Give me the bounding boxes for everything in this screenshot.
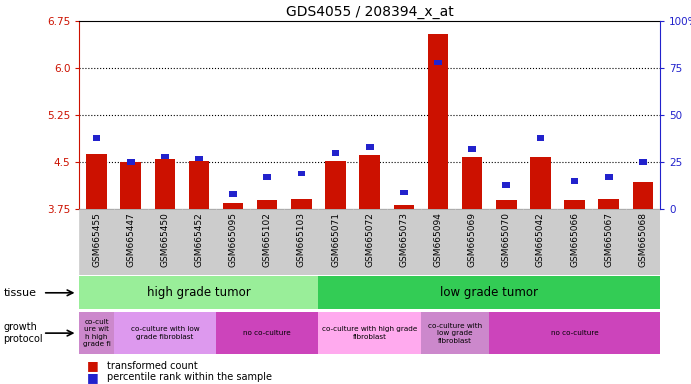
Bar [359, 155, 380, 209]
Bar [571, 178, 578, 184]
Bar [632, 182, 653, 209]
Bar [79, 312, 113, 354]
Bar [530, 157, 551, 209]
Text: growth
protocol: growth protocol [3, 322, 43, 344]
Text: GSM665070: GSM665070 [502, 212, 511, 267]
Text: ■: ■ [86, 359, 98, 372]
Text: percentile rank within the sample: percentile rank within the sample [107, 372, 272, 382]
Bar [605, 174, 613, 180]
Text: GSM665072: GSM665072 [365, 212, 375, 267]
Bar [462, 157, 482, 209]
Bar [366, 144, 374, 150]
Bar [79, 276, 319, 309]
Bar [626, 209, 660, 275]
Text: co-culture with high grade
fibroblast: co-culture with high grade fibroblast [322, 326, 417, 340]
Title: GDS4055 / 208394_x_at: GDS4055 / 208394_x_at [286, 5, 453, 19]
Bar [434, 60, 442, 65]
Text: GSM665066: GSM665066 [570, 212, 579, 267]
Bar [148, 209, 182, 275]
Bar [120, 162, 141, 209]
Bar [284, 209, 319, 275]
Bar [79, 209, 113, 275]
Text: GSM665073: GSM665073 [399, 212, 408, 267]
Bar [195, 156, 203, 161]
Bar [113, 312, 216, 354]
Bar [565, 200, 585, 209]
Bar [352, 209, 387, 275]
Text: GSM665455: GSM665455 [92, 212, 101, 267]
Bar [298, 171, 305, 176]
Text: co-culture with low
grade fibroblast: co-culture with low grade fibroblast [131, 326, 199, 340]
Bar [489, 312, 660, 354]
Bar [421, 209, 455, 275]
Bar [216, 209, 250, 275]
Bar [229, 191, 237, 197]
Bar [598, 199, 619, 209]
Bar [468, 146, 476, 152]
Text: GSM665067: GSM665067 [604, 212, 613, 267]
Bar [455, 209, 489, 275]
Bar [421, 312, 489, 354]
Bar [558, 209, 591, 275]
Bar [332, 150, 339, 156]
Text: GSM665103: GSM665103 [297, 212, 306, 267]
Text: co-cult
ure wit
h high
grade fi: co-cult ure wit h high grade fi [83, 319, 111, 348]
Text: tissue: tissue [3, 288, 37, 298]
Text: no co-culture: no co-culture [551, 330, 598, 336]
Bar [319, 276, 660, 309]
Bar [223, 203, 243, 209]
Bar [523, 209, 558, 275]
Bar [216, 312, 319, 354]
Bar [496, 200, 516, 209]
Text: GSM665452: GSM665452 [194, 212, 203, 266]
Text: high grade tumor: high grade tumor [147, 286, 251, 299]
Text: GSM665095: GSM665095 [229, 212, 238, 267]
Bar [257, 200, 278, 209]
Bar [86, 154, 107, 209]
Text: GSM665450: GSM665450 [160, 212, 169, 267]
Bar [155, 159, 175, 209]
Text: transformed count: transformed count [107, 361, 198, 371]
Bar [189, 161, 209, 209]
Text: GSM665102: GSM665102 [263, 212, 272, 267]
Bar [93, 135, 100, 141]
Bar [291, 199, 312, 209]
Bar [536, 135, 545, 141]
Bar [113, 209, 148, 275]
Bar [394, 205, 414, 209]
Text: GSM665042: GSM665042 [536, 212, 545, 266]
Bar [263, 174, 271, 180]
Bar [502, 182, 510, 188]
Text: GSM665094: GSM665094 [433, 212, 442, 267]
Text: GSM665068: GSM665068 [638, 212, 647, 267]
Bar [182, 209, 216, 275]
Bar [325, 161, 346, 209]
Bar [319, 209, 352, 275]
Text: GSM665071: GSM665071 [331, 212, 340, 267]
Bar [489, 209, 523, 275]
Text: GSM665447: GSM665447 [126, 212, 135, 266]
Bar [400, 190, 408, 195]
Text: no co-culture: no co-culture [243, 330, 291, 336]
Text: co-culture with
low grade
fibroblast: co-culture with low grade fibroblast [428, 323, 482, 344]
Bar [161, 154, 169, 159]
Bar [591, 209, 626, 275]
Text: GSM665069: GSM665069 [468, 212, 477, 267]
Bar [126, 159, 135, 165]
Bar [319, 312, 421, 354]
Text: ■: ■ [86, 371, 98, 384]
Bar [387, 209, 421, 275]
Bar [250, 209, 284, 275]
Bar [428, 34, 448, 209]
Text: low grade tumor: low grade tumor [440, 286, 538, 299]
Bar [639, 159, 647, 165]
